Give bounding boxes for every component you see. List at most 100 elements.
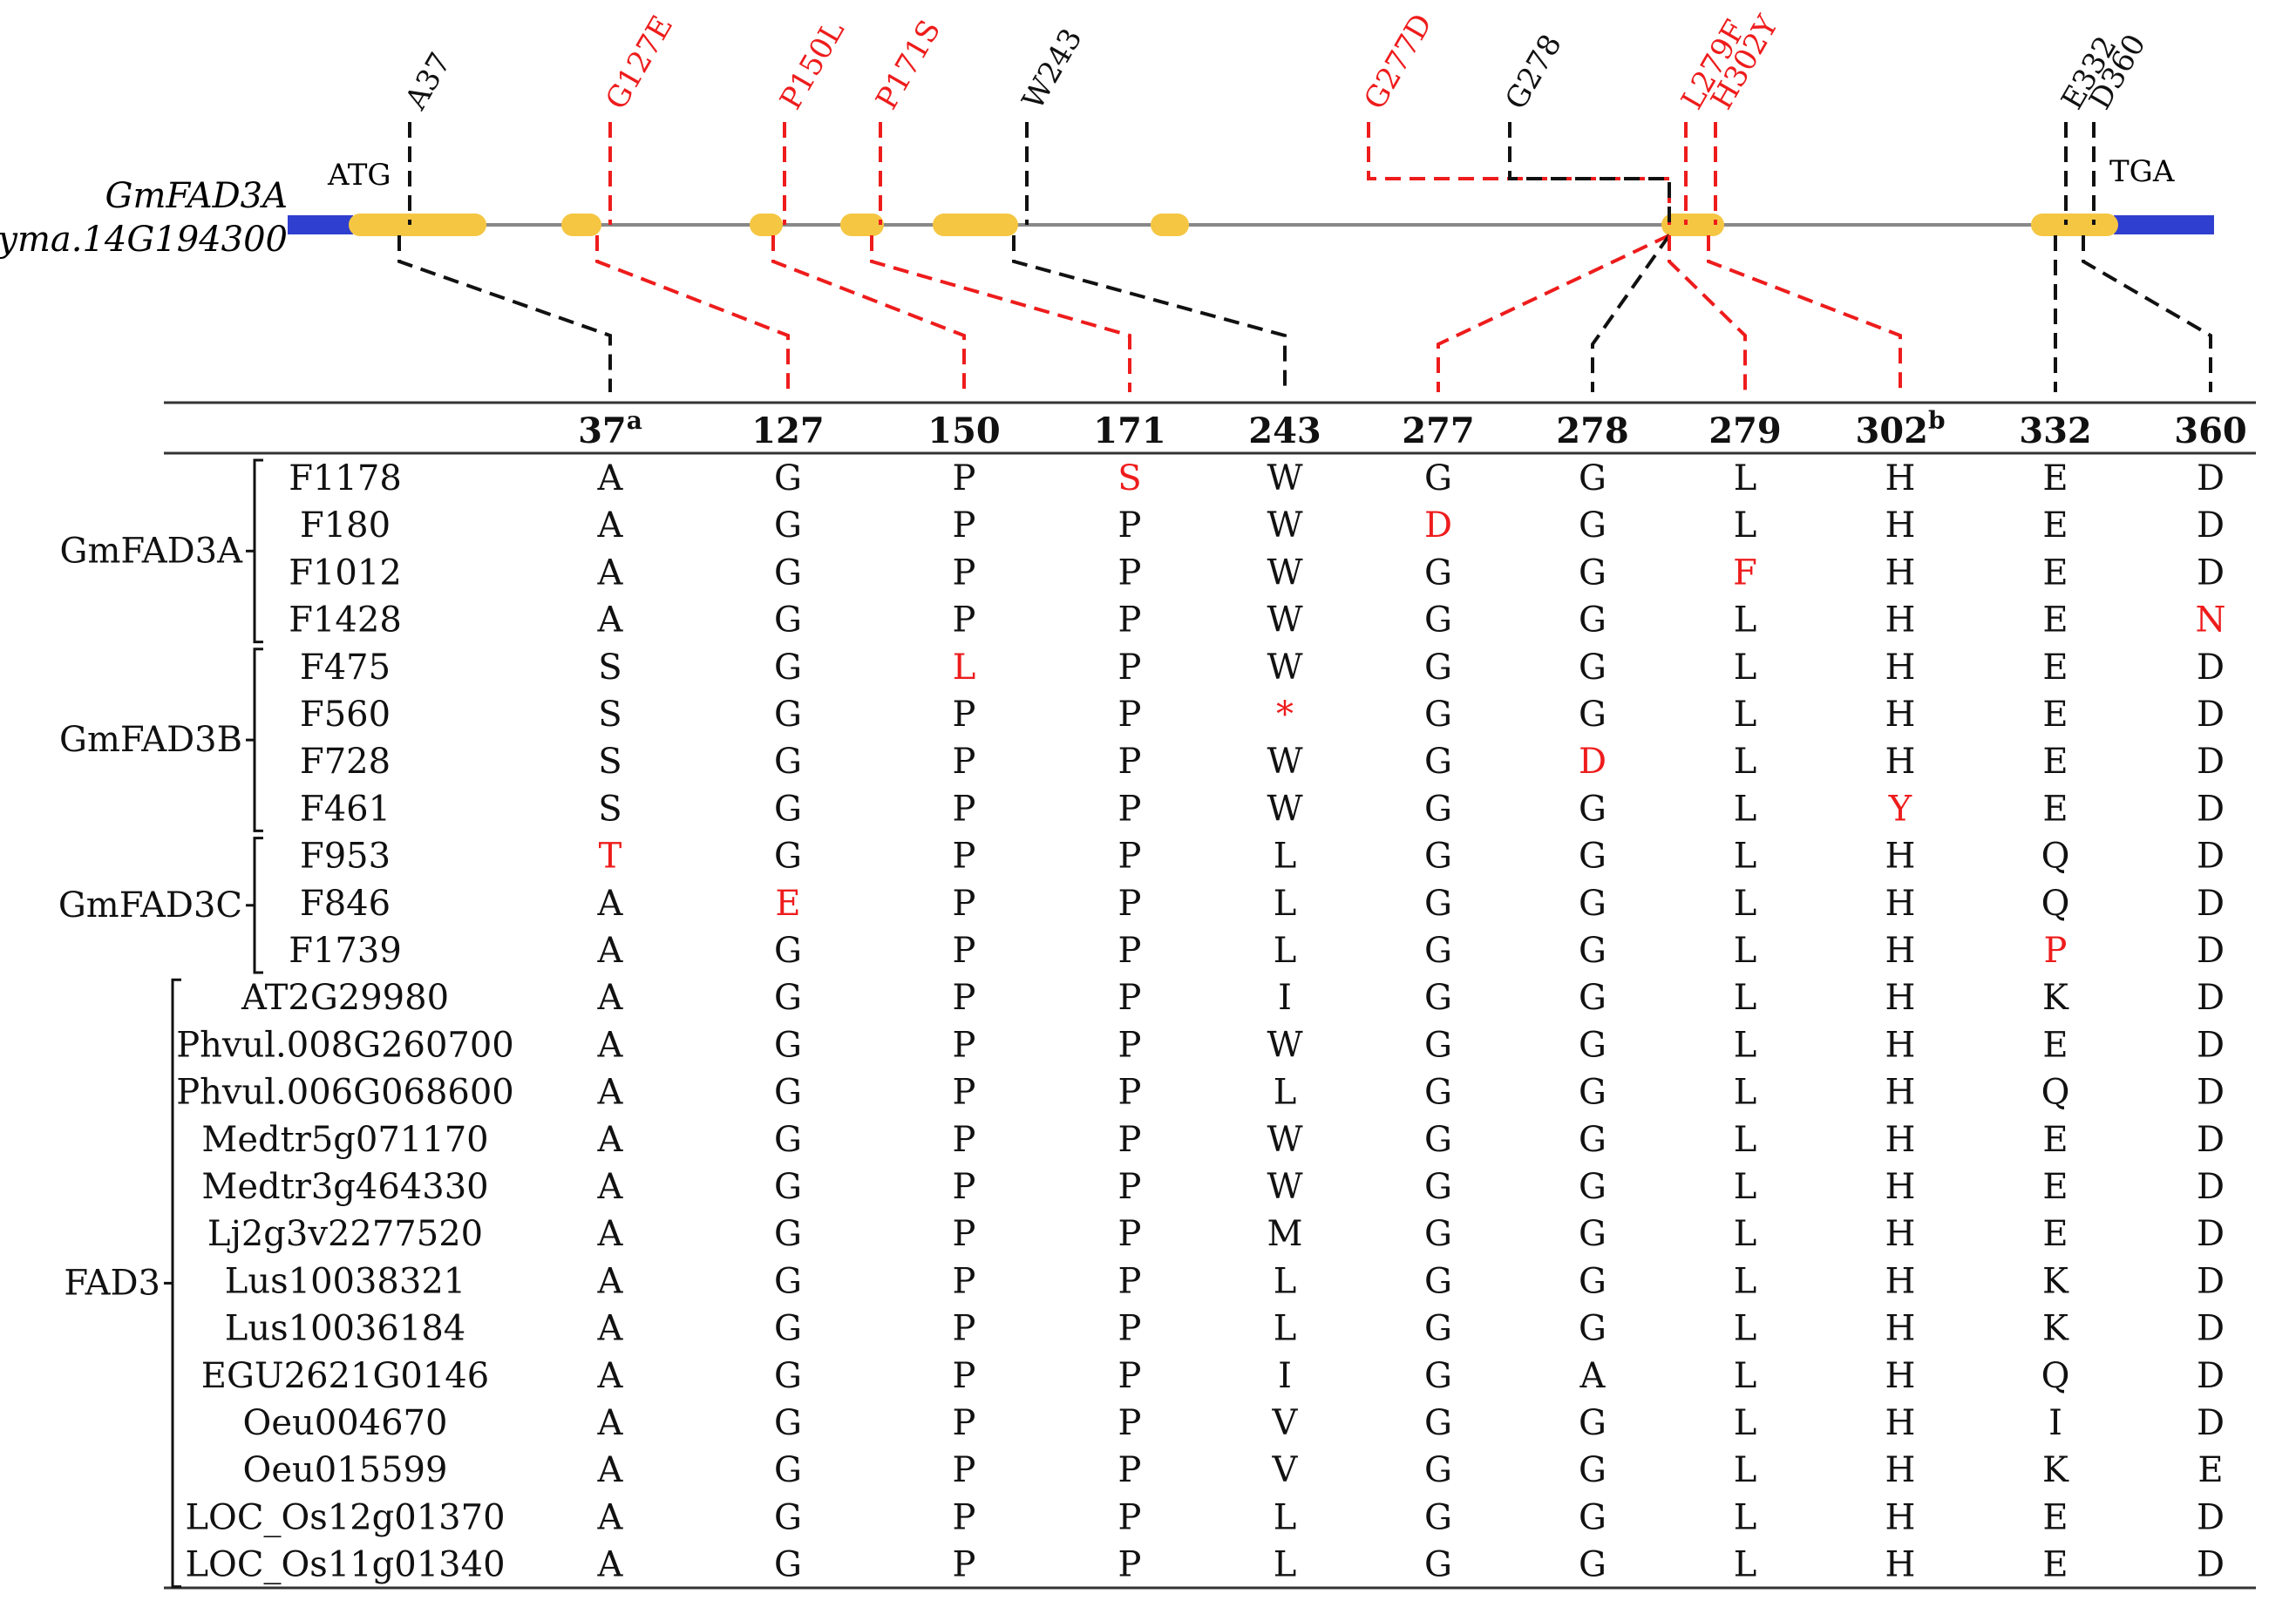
position-header-360: 360 [2174, 410, 2247, 451]
residue-Lus10036184-150: P [953, 1309, 976, 1349]
residue-AT2G29980-360: D [2197, 978, 2225, 1018]
residue-F1428-302: H [1885, 600, 1916, 641]
residue-F728-37: S [598, 742, 622, 782]
residue-F475-302: H [1885, 648, 1916, 688]
residue-F560-243: * [1276, 695, 1294, 735]
residue-Medtr5g071170-360: D [2197, 1120, 2225, 1160]
gene-model: GmFAD3A Glyma.14G194300 ATG TGA [0, 154, 2214, 260]
residue-Lj2g3v2277520-127: G [774, 1214, 802, 1254]
residue-F560-277: G [1424, 695, 1452, 735]
residue-Lj2g3v2277520-150: P [953, 1214, 976, 1254]
residue-F846-171: P [1118, 884, 1142, 924]
residue-F180-277: D [1424, 505, 1452, 546]
residue-F846-243: L [1274, 884, 1297, 924]
residue-AT2G29980-37: A [597, 978, 624, 1018]
residue-Phvul.008G260700-279: L [1734, 1025, 1757, 1065]
residue-F846-302: H [1885, 884, 1916, 924]
gene-locus: Glyma.14G194300 [0, 220, 288, 260]
residue-F1739-279: L [1734, 931, 1757, 971]
residue-Medtr3g464330-127: G [774, 1167, 802, 1207]
exon-4 [840, 214, 884, 236]
residue-Phvul.008G260700-127: G [774, 1025, 802, 1065]
residue-Lus10038321-243: L [1274, 1261, 1297, 1301]
residue-Medtr5g071170-332: E [2042, 1120, 2068, 1160]
row-name-F180: F180 [300, 505, 391, 546]
leader-bottom-H302Y [1707, 235, 1902, 392]
residue-Lus10036184-360: D [2197, 1309, 2225, 1349]
exon-7 [1661, 214, 1724, 236]
residue-Phvul.006G068600-171: P [1118, 1073, 1142, 1113]
residue-F1012-279: F [1733, 553, 1757, 593]
mutation-label-W243: W243 [1016, 23, 1090, 115]
residue-LOC_Os11g01340-171: P [1118, 1545, 1142, 1585]
residue-F728-127: G [774, 742, 802, 782]
utr-3prime [2114, 215, 2214, 234]
leader-bottom-G277D [1437, 234, 1670, 392]
residue-F846-277: G [1424, 884, 1452, 924]
residue-EGU2621G0146-332: Q [2041, 1356, 2070, 1396]
residue-F953-171: P [1118, 837, 1142, 877]
residue-F560-360: D [2197, 695, 2225, 735]
position-header-127: 127 [751, 410, 825, 451]
residue-Oeu015599-360: E [2198, 1450, 2223, 1490]
residue-Medtr5g071170-277: G [1424, 1120, 1452, 1160]
residue-F461-360: D [2197, 789, 2225, 829]
residue-F953-332: Q [2041, 837, 2070, 877]
leader-bottom-P171S [870, 235, 1131, 392]
residue-F560-278: G [1579, 695, 1607, 735]
residue-Lus10038321-171: P [1118, 1261, 1142, 1301]
residue-F180-302: H [1885, 505, 1916, 546]
residue-Lus10036184-279: L [1734, 1309, 1757, 1349]
residue-LOC_Os11g01340-127: G [774, 1545, 802, 1585]
residue-F1739-243: L [1274, 931, 1297, 971]
residue-Oeu004670-360: D [2197, 1403, 2225, 1443]
residue-F728-278: D [1579, 742, 1607, 782]
residue-Lus10036184-171: P [1118, 1309, 1142, 1349]
leader-top-G277D [1367, 122, 1671, 225]
residue-Medtr3g464330-279: L [1734, 1167, 1757, 1207]
residue-F560-302: H [1885, 695, 1916, 735]
residue-LOC_Os11g01340-302: H [1885, 1545, 1916, 1585]
residue-EGU2621G0146-171: P [1118, 1356, 1142, 1396]
residue-Oeu004670-278: G [1579, 1403, 1607, 1443]
residue-F846-278: G [1579, 884, 1607, 924]
row-name-F560: F560 [300, 695, 391, 735]
stop-codon-label: TGA [2109, 154, 2175, 189]
exon-8 [2031, 214, 2118, 236]
residue-Lus10038321-302: H [1885, 1261, 1916, 1301]
residue-F846-127: E [775, 884, 800, 924]
row-name-F1178: F1178 [289, 458, 402, 498]
residue-Phvul.006G068600-243: L [1274, 1073, 1297, 1113]
residue-F461-171: P [1118, 789, 1142, 829]
residue-Phvul.006G068600-37: A [597, 1073, 624, 1113]
residue-F1178-37: A [597, 458, 624, 498]
residue-Lj2g3v2277520-277: G [1424, 1214, 1452, 1254]
position-header-278: 278 [1556, 410, 1629, 451]
row-name-F1012: F1012 [289, 553, 402, 593]
residue-Medtr5g071170-171: P [1118, 1120, 1142, 1160]
leader-bottom-G127E [595, 235, 790, 392]
residue-F1739-127: G [774, 931, 802, 971]
residue-F560-150: P [953, 695, 976, 735]
residue-F846-37: A [597, 884, 624, 924]
residue-F461-302: Y [1888, 789, 1912, 829]
residue-Lj2g3v2277520-360: D [2197, 1214, 2225, 1254]
residue-LOC_Os12g01370-37: A [597, 1497, 624, 1537]
residue-F560-37: S [598, 695, 622, 735]
residue-F953-278: G [1579, 837, 1607, 877]
residue-F1012-277: G [1424, 553, 1452, 593]
residue-Lus10038321-278: G [1579, 1261, 1607, 1301]
residue-F846-332: Q [2041, 884, 2070, 924]
residue-AT2G29980-278: G [1579, 978, 1607, 1018]
residue-F953-37: T [599, 837, 622, 877]
residue-F461-37: S [598, 789, 622, 829]
mutation-label-A37: A37 [398, 47, 459, 117]
residue-F1428-243: W [1267, 600, 1302, 641]
residue-F728-302: H [1885, 742, 1916, 782]
residue-Lus10036184-243: L [1274, 1309, 1297, 1349]
residue-Lus10038321-279: L [1734, 1261, 1757, 1301]
residue-F728-279: L [1734, 742, 1757, 782]
residue-F1012-332: E [2042, 553, 2068, 593]
residue-Lus10036184-37: A [597, 1309, 624, 1349]
